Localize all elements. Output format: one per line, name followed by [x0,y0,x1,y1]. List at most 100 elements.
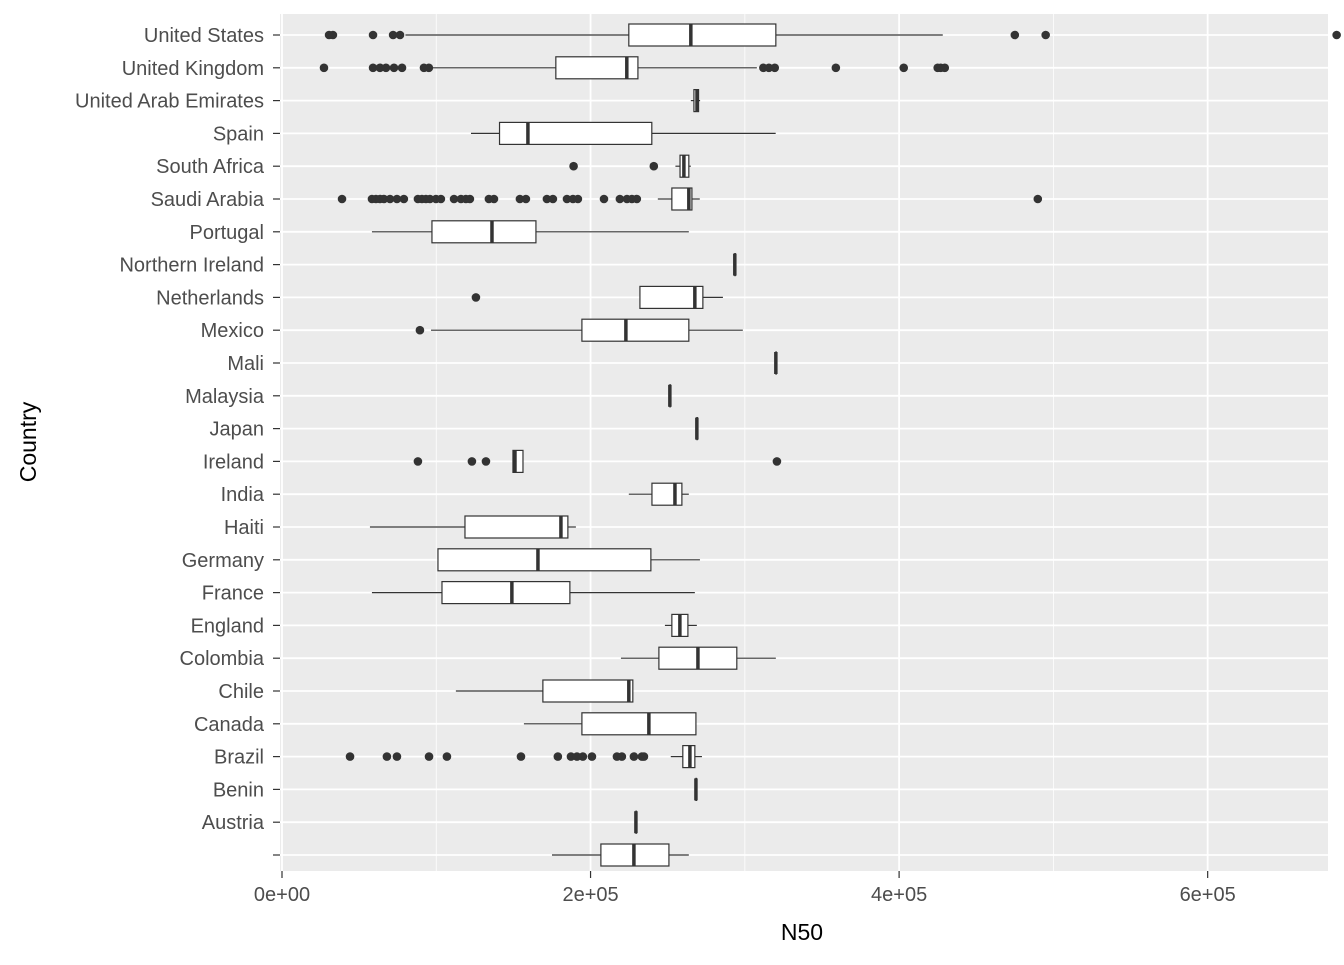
y-tick-label: Germany [182,550,264,572]
y-axis: United States United Kingdom United Arab E… [75,25,280,856]
outlier-point [389,63,399,73]
iqr-box [555,56,639,80]
outlier-point [1033,194,1043,204]
iqr-box [581,712,697,736]
y-tick-label: Portugal [190,222,265,244]
outlier-point [566,752,576,761]
box-blank [551,843,689,867]
iqr-box [431,220,537,244]
box-benin [694,777,698,802]
box-portugal [371,220,689,244]
x-tick-label: 4e+05 [871,884,927,906]
x-axis: 0e+00 2e+05 4e+05 6e+05 [254,871,1236,906]
box-south-africa [569,154,691,178]
outlier-point [632,194,642,204]
box-netherlands [471,285,723,309]
y-tick-label: Benin [213,779,264,801]
outlier-point [521,194,531,204]
outlier-point [940,63,950,73]
outlier-point [425,194,435,204]
outlier-point [319,63,329,73]
outlier-point [436,194,446,204]
outlier-point [328,30,338,40]
box-ireland [413,449,782,473]
outlier-point [368,63,378,73]
outlier-point [381,63,391,73]
box-japan [695,417,699,441]
outlier-point [442,752,452,761]
y-tick-label: Colombia [180,648,265,670]
box-mexico [415,318,743,342]
outlier-point [397,63,407,73]
iqr-box [628,23,777,47]
outlier-point [395,30,405,40]
iqr-box [441,580,571,605]
outlier-point [415,325,425,335]
outlier-point [587,752,597,761]
outlier-point [465,194,475,204]
y-tick-label: Haiti [224,517,264,539]
outlier-point [516,752,526,761]
outlier-point [1041,30,1050,40]
y-tick-label: Northern Ireland [119,255,264,277]
iqr-box [464,515,569,539]
outlier-point [489,194,499,204]
y-tick-label: Saudi Arabia [151,189,265,211]
outlier-point [337,194,347,204]
box-united-states [324,23,1341,47]
iqr-box [651,482,683,506]
box-france [371,580,695,605]
outlier-point [649,161,659,171]
outlier-point [375,63,385,73]
outlier-point [392,194,402,204]
outlier-point [615,194,625,204]
outlier-point [471,293,481,302]
outlier-point [424,63,434,73]
box-spain [470,121,776,146]
y-tick-label: South Africa [156,156,265,178]
outlier-point [388,30,398,40]
y-tick-label: United Arab Emirates [75,91,264,113]
y-tick-label: Mexico [201,320,264,342]
y-tick-label: Spain [213,123,264,145]
y-axis-title: Country [15,401,41,482]
outlier-point [368,30,378,40]
outlier-point [392,752,402,761]
x-tick-label: 2e+05 [562,884,618,906]
y-tick-label: India [221,484,265,506]
outlier-point [639,752,649,761]
box-malaysia [668,384,672,408]
y-tick-label: England [191,615,264,637]
box-haiti [369,515,576,539]
outlier-point [449,194,459,204]
x-axis-title: N50 [781,919,823,945]
outlier-point [385,194,395,204]
plot-panel [280,14,1328,871]
y-tick-label: Austria [202,812,265,834]
iqr-box [581,318,690,342]
iqr-box [671,187,693,211]
outlier-point [481,457,491,466]
box-colombia [620,646,776,670]
box-united-arab-emirates [690,88,701,113]
outlier-point [573,194,583,204]
y-tick-label: United States [144,25,264,47]
box-germany [437,548,700,572]
boxes [319,23,1341,867]
y-tick-label: Malaysia [185,386,265,408]
box-canada [523,712,697,736]
iqr-box [639,285,704,309]
box-mali [774,351,778,375]
box-northern-ireland [733,253,737,277]
gridlines [280,14,1328,871]
iqr-box [437,548,652,572]
outlier-point [617,752,627,761]
y-tick-label: Netherlands [156,287,264,309]
outlier-point [770,63,780,73]
outlier-point [553,752,563,761]
outlier-point [1010,30,1020,40]
x-tick-label: 0e+00 [254,884,310,906]
y-tick-label: Japan [210,419,265,441]
y-tick-label: Canada [194,714,265,736]
